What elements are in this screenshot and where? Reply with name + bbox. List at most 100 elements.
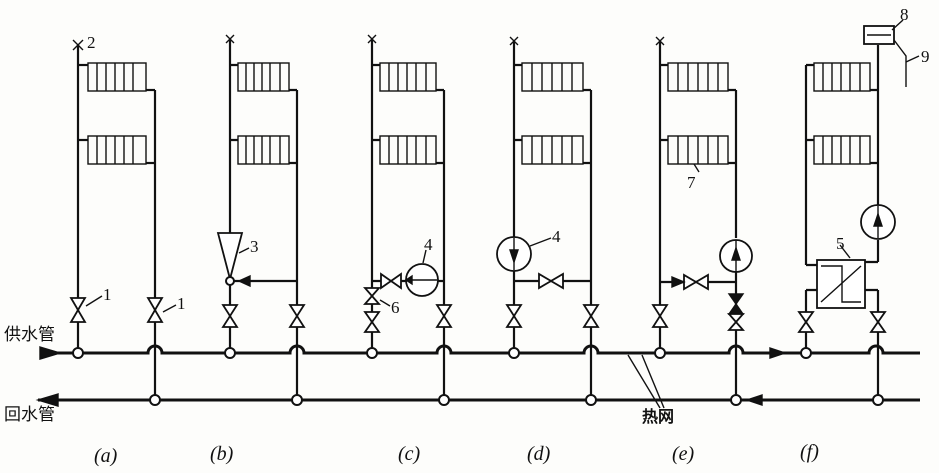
leader-1b — [162, 304, 177, 313]
callout-5: 5 — [836, 234, 845, 253]
radiator-a-upper — [87, 62, 147, 92]
heat-exchanger-5 — [816, 259, 866, 309]
leader-7 — [693, 163, 700, 173]
supply-pipe-label: 供水管 — [4, 325, 55, 345]
overflow-pipe-9 — [893, 39, 907, 87]
junction-f-return — [872, 394, 884, 406]
leader-4c — [422, 249, 427, 264]
leader-4d — [529, 237, 552, 247]
supply-main-pipe — [40, 344, 920, 355]
callout-6: 6 — [391, 298, 400, 317]
system-b — [216, 34, 306, 406]
callout-8: 8 — [900, 5, 909, 24]
callout-4d: 4 — [552, 227, 561, 246]
valve-c-supply — [363, 311, 381, 333]
valve-e-return — [727, 293, 745, 331]
callout-4c: 4 — [424, 235, 433, 254]
radiator-e-lower — [667, 135, 729, 165]
callout-7: 7 — [687, 173, 696, 192]
junction-b-supply — [224, 347, 236, 359]
leader-1a — [85, 295, 103, 307]
leader-3 — [238, 247, 250, 254]
supply-inlet-arrow — [39, 346, 63, 360]
junction-c-supply — [366, 347, 378, 359]
valve-e-bypass — [683, 273, 709, 291]
valve-a-supply — [69, 297, 87, 323]
leader-9 — [905, 55, 920, 63]
system-d — [496, 36, 600, 406]
return-outlet-arrow — [35, 393, 59, 407]
caption-c: (c) — [398, 443, 421, 465]
system-c — [363, 34, 453, 406]
pump-c — [404, 263, 439, 297]
junction-c-return — [438, 394, 450, 406]
heat-network-leader-supply — [627, 354, 661, 409]
caption-a: (a) — [94, 445, 118, 467]
air-vent-b — [225, 34, 235, 44]
expansion-tank-8 — [863, 25, 895, 45]
callout-1a: 1 — [103, 285, 112, 304]
valve-c-return — [435, 304, 453, 328]
valve-d-supply — [505, 304, 523, 328]
leader-6 — [379, 299, 391, 307]
bypass-e-arrow — [671, 275, 686, 289]
bypass-b-arrow — [237, 274, 251, 288]
system-a — [69, 39, 177, 406]
junction-a-return — [149, 394, 161, 406]
air-vent-c — [367, 34, 377, 44]
pump-f — [860, 204, 896, 240]
valve-b-return — [288, 304, 306, 328]
heat-network-leader-return — [641, 354, 665, 409]
junction-f-supply — [800, 347, 812, 359]
callout-9: 9 — [921, 47, 930, 66]
return-flow-arrow — [744, 394, 763, 406]
radiator-f-upper — [813, 62, 871, 92]
air-vent-d — [509, 36, 519, 46]
callout-2: 2 — [87, 33, 96, 52]
valve-d-bypass — [538, 272, 564, 290]
valve-c-bypass — [380, 272, 402, 290]
valve-e-supply — [651, 304, 669, 328]
air-vent-a — [72, 39, 84, 51]
junction-e-return — [730, 394, 742, 406]
system-e — [651, 36, 753, 406]
valve-b-supply — [221, 304, 239, 328]
junction-a-supply — [72, 347, 84, 359]
callout-1b: 1 — [177, 294, 186, 313]
caption-e: (e) — [672, 443, 695, 465]
junction-e-supply — [654, 347, 666, 359]
radiator-f-lower — [813, 135, 871, 165]
valve-c-6 — [363, 287, 381, 305]
radiator-d-lower — [521, 135, 584, 165]
system-f — [797, 19, 920, 406]
radiator-b-lower — [237, 135, 290, 165]
mixing-device-3 — [216, 232, 244, 283]
radiator-b-upper — [237, 62, 290, 92]
radiator-c-upper — [379, 62, 437, 92]
valve-a-return — [146, 297, 164, 323]
caption-d: (d) — [527, 443, 551, 465]
junction-b-return — [291, 394, 303, 406]
valve-f-supply — [797, 311, 815, 333]
air-vent-e — [655, 36, 665, 46]
pump-d — [496, 236, 532, 272]
caption-b: (b) — [210, 443, 234, 465]
radiator-d-upper — [521, 62, 584, 92]
leader-8 — [891, 19, 904, 31]
callout-3: 3 — [250, 237, 259, 256]
valve-f-return — [869, 311, 887, 333]
leader-5 — [839, 244, 851, 259]
radiator-e-upper — [667, 62, 729, 92]
radiator-c-lower — [379, 135, 437, 165]
junction-b-bypass — [225, 276, 235, 286]
pump-e — [719, 239, 753, 273]
caption-f: (f) — [800, 441, 819, 463]
valve-d-return — [582, 304, 600, 328]
heat-network-label: 热网 — [642, 407, 674, 426]
junction-d-supply — [508, 347, 520, 359]
junction-d-return — [585, 394, 597, 406]
return-pipe-label: 回水管 — [4, 405, 55, 425]
supply-flow-arrow — [769, 347, 788, 359]
